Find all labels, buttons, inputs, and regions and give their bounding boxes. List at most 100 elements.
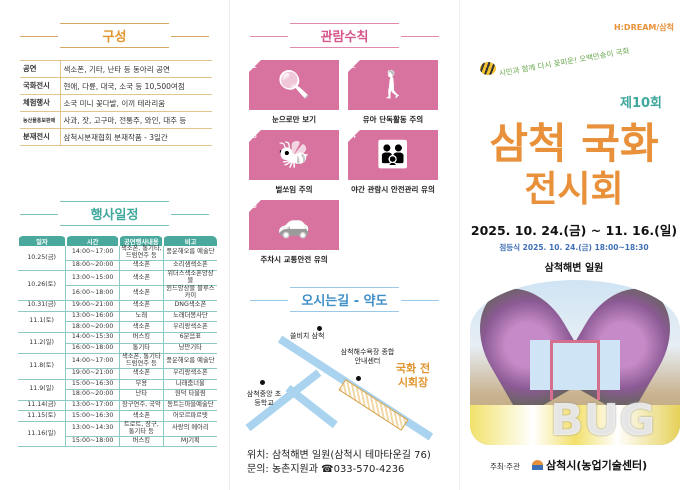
schedule-row: 18:00~20:00 색소폰 소리샘색소폰: [18, 260, 217, 272]
composition-value: 소국 미니 꽃다발, 이끼 테라리움: [60, 94, 212, 112]
composition-row: 국화전시 현애, 다륜, 대국, 소국 등 10,500여점: [20, 77, 212, 95]
schedule-row: 10.31(금) 19:00~21:00 색소폰 DNG색소폰: [18, 300, 217, 312]
schedule-content: 통기타: [119, 343, 164, 355]
schedule-content: 색소폰: [119, 321, 164, 333]
map-label-school: 삼척중앙 초등학교: [246, 390, 282, 408]
schedule-row: 16:00~18:00 통기타 낭만기타: [18, 343, 217, 355]
schedule-note: 노래더봉사단: [163, 311, 217, 323]
schedule-date: 11.2(일): [18, 332, 67, 355]
rule-card: 1 🔍: [249, 60, 339, 110]
schedule-note: 소리샘색소폰: [163, 260, 217, 272]
rule-label: 유아 단독활동 주의: [362, 115, 424, 124]
schedule-note: 동트는마을예술단: [163, 400, 217, 412]
car-icon: 🚗: [277, 210, 311, 240]
host-name: 삼척시(농업기술센터): [546, 459, 648, 472]
schedule-row: 11.9(일) 15:00~16:30 무용 나래춤너울: [18, 379, 217, 401]
rule-card: 4 👪: [348, 130, 438, 180]
schedule-date: 11.16(일): [18, 421, 67, 448]
schedule-row: 11.1(토) 13:00~16:00 노래 노래더봉사단: [18, 311, 217, 333]
schedule-content: 트로트, 장구, 통기타 등: [119, 421, 164, 437]
location-text: 위치: 삼척해변 일원(삼척시 테마타운길 76): [247, 450, 431, 461]
schedule-time: 15:00~16:30: [65, 379, 120, 391]
schedule-time: 13:00~16:00: [65, 311, 120, 323]
schedule-content: 노래: [119, 311, 164, 323]
schedule-time: 16:00~18:00: [65, 343, 120, 355]
composition-row: 공연 색소폰, 기타, 난타 등 동아리 공연: [20, 60, 212, 78]
schedule-time: 13:00~17:00: [65, 400, 120, 412]
family-icon: 👪: [376, 140, 410, 170]
tagline: 시민과 함께 다시 꽃피운! 오백만송이 국화: [498, 46, 631, 79]
schedule-content: 색소폰: [119, 270, 164, 287]
host-label: 주최·주관: [490, 462, 520, 471]
schedule-content: 색소폰, 통기타 드럼연주 등: [119, 353, 164, 369]
schedule-note: 나래춤너울: [163, 379, 217, 391]
schedule-time: 13:00~15:00: [65, 270, 120, 287]
road-branch: [285, 384, 338, 429]
schedule-time: 14:00~17:00: [65, 353, 120, 369]
bee-icon: [480, 62, 496, 75]
schedule-date: 11.9(일): [18, 379, 67, 401]
rule-number: 4: [351, 131, 357, 140]
schedule-content: 색소폰: [119, 300, 164, 312]
schedule-content: 색소폰: [119, 368, 164, 380]
schedule-note: DNG색소폰: [163, 300, 217, 312]
composition-value: 현애, 다륜, 대국, 소국 등 10,500여점: [60, 77, 212, 95]
schedule-content: 버스킹: [119, 332, 164, 344]
schedule-row: 10.25(금) 14:00~17:00 색소폰, 통기타, 드럼연주 등 풍운해오름…: [18, 245, 217, 272]
header-content: 공연행사내용: [118, 236, 164, 246]
rule-number: 2: [351, 61, 357, 70]
schedule-row: 11.8(토) 14:00~17:00 색소폰, 통기타 드럼연주 등 풍운해오름 예…: [18, 353, 217, 380]
schedule-date: 11.1(토): [18, 311, 67, 333]
cover-panel: H:DREAM/삼척 시민과 함께 다시 꽃피운! 오백만송이 국화 제10회 …: [460, 0, 688, 490]
schedule-time: 15:00~18:00: [65, 436, 120, 448]
heart-flower-photo: [470, 280, 680, 445]
map-label-solbeach: 쏠비치 삼척: [290, 332, 325, 340]
schedule-content: 색소폰: [119, 260, 164, 272]
schedule-row: 16:00~18:00 색소폰 윈드앙상블 블루스카이: [18, 285, 217, 302]
schedule-row: 19:00~21:00 색소폰 우리랑색소폰: [18, 368, 217, 380]
child-walking-icon: 🚶: [376, 70, 410, 100]
schedule-time: 18:00~20:00: [65, 389, 120, 401]
header-date: 일자: [17, 236, 66, 246]
schedule-row: 10.26(토) 13:00~15:00 색소폰 위더스색소폰앙상블: [18, 270, 217, 302]
rule-card: 2 🚶: [348, 60, 438, 110]
brand-logo: H:DREAM/삼척: [614, 23, 674, 32]
schedule-time: 14:00~15:30: [65, 332, 120, 344]
composition-label: 분재전시: [20, 128, 61, 146]
rule-number: 3: [252, 131, 258, 140]
schedule-row: 15:00~18:00 버스킹 MJ기획: [18, 436, 217, 448]
rule-label: 야간 관람시 안전관리 유의: [351, 185, 435, 194]
schedule-time: 13:00~14:30: [65, 421, 120, 437]
rules-heading: 관람수칙: [230, 23, 459, 48]
schedule-heading: 행사일정: [0, 201, 229, 226]
city-logo-icon: [532, 460, 543, 470]
directions-heading: 오시는길 - 약도: [230, 287, 459, 312]
composition-row: 분재전시 삼척시분재협회 분재작품 - 3일간: [20, 128, 212, 146]
magnifier-flower-icon: 🔍: [277, 70, 311, 100]
contact-text: 문의: 농촌지원과 ☎033-570-4236: [247, 464, 405, 475]
rule-number: 5: [252, 201, 258, 210]
composition-value: 사과, 잣, 고구마, 전통주, 와인, 대추 등: [60, 111, 212, 129]
left-panel: 구성 공연 색소폰, 기타, 난타 등 동아리 공연 국화전시 현애, 다륜, 대국,…: [0, 0, 230, 490]
map-label-venue: 국화 전시회장: [395, 362, 431, 390]
header-note: 비고: [162, 236, 217, 246]
schedule-content: 난타: [119, 389, 164, 401]
composition-label: 농산물홍보판매: [20, 111, 61, 129]
rule-card: 5 🚗: [249, 200, 339, 250]
schedule-note: 어모르파르텟: [163, 410, 217, 422]
schedule-row: 11.15(토) 15:00~16:30 색소폰 어모르파르텟: [18, 410, 217, 422]
rule-label: 눈으로만 보기: [271, 115, 316, 124]
festival-place: 삼척해변 일원: [544, 263, 604, 274]
schedule-content: 장구연주, 국악: [119, 400, 164, 412]
schedule-note: MJ기획: [163, 436, 217, 448]
rule-label: 벌쏘임 주의: [275, 185, 313, 194]
schedule-note: 풍운해오름 예술단: [163, 353, 217, 369]
schedule-note: 우리랑색소폰: [163, 321, 217, 333]
schedule-date: 11.8(토): [18, 353, 67, 380]
composition-label: 국화전시: [20, 77, 61, 95]
schedule-date: 11.15(토): [18, 410, 67, 422]
schedule-time: 19:00~21:00: [65, 300, 120, 312]
venue-dot: [356, 376, 361, 381]
schedule-note: 사랑의 메아리: [163, 421, 217, 437]
schedule-content: 색소폰, 통기타, 드럼연주 등: [119, 245, 164, 261]
